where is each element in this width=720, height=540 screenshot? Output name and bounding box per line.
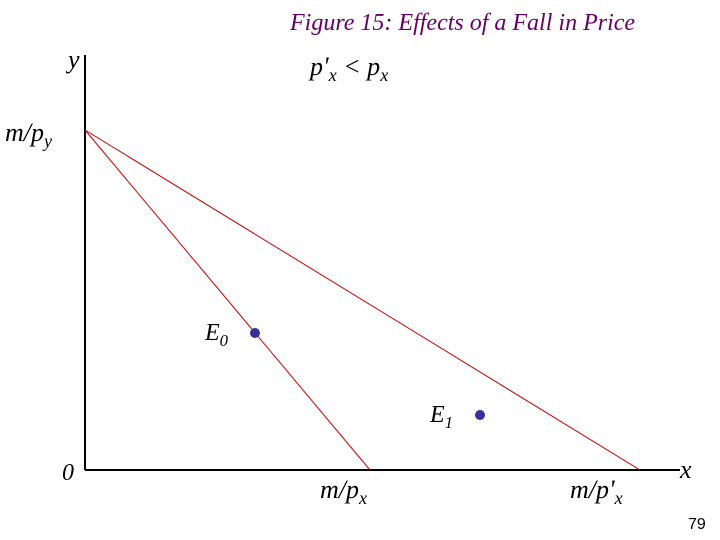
origin-label: 0 [62, 460, 74, 487]
point-e0 [250, 328, 260, 338]
point-e0-label: E0 [205, 320, 228, 351]
budget-line-after-fall [85, 130, 640, 470]
point-e1-label: E1 [430, 402, 453, 433]
y-intercept-label: m/py [5, 118, 52, 152]
x-intercept2-label: m/p'x [570, 475, 623, 509]
x-axis-label: x [680, 455, 692, 485]
figure-stage: Figure 15: Effects of a Fall in Price y … [0, 0, 720, 540]
page-number: 79 [688, 516, 706, 534]
y-axis-label: y [68, 45, 80, 75]
point-e1 [475, 410, 485, 420]
x-intercept1-label: m/px [320, 475, 367, 509]
budget-line-original [85, 130, 370, 470]
condition-label: p'x < px [310, 52, 388, 86]
